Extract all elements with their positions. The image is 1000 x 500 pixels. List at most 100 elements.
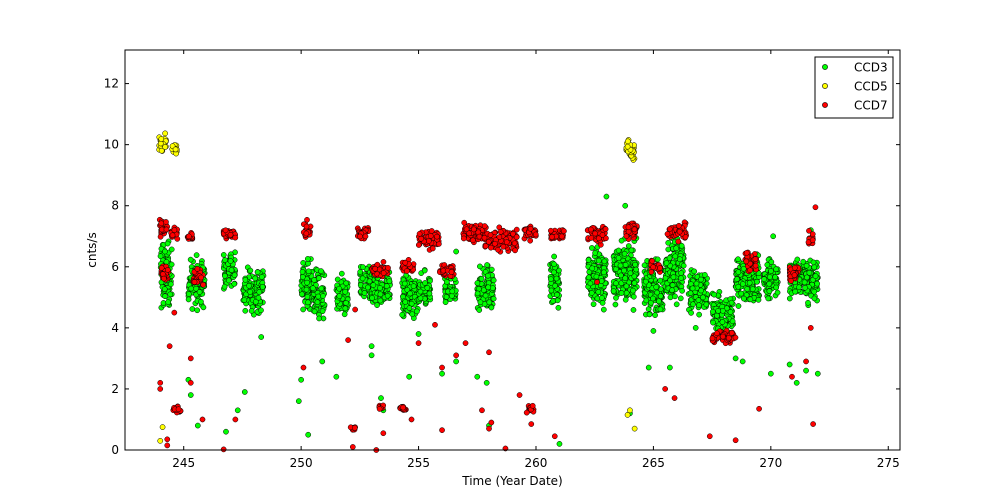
data-point-ccd7 — [513, 234, 520, 240]
data-point-ccd7 — [439, 427, 445, 433]
data-point-ccd3 — [669, 287, 675, 294]
data-point-ccd3 — [252, 275, 259, 282]
data-point-ccd7 — [587, 226, 594, 233]
data-point-ccd3 — [160, 300, 167, 306]
data-point-ccd3 — [248, 308, 255, 314]
data-point-ccd3 — [631, 273, 638, 280]
data-point-ccd3 — [774, 289, 781, 296]
data-point-ccd3 — [552, 282, 558, 289]
data-point-ccd7 — [357, 233, 363, 240]
data-point-ccd3 — [709, 308, 716, 315]
data-point-ccd3 — [334, 276, 341, 283]
x-tick-label: 245 — [172, 456, 195, 470]
data-point-ccd3 — [630, 307, 637, 313]
data-point-ccd3 — [488, 304, 495, 311]
data-point-ccd3 — [319, 308, 326, 315]
y-tick-label: 10 — [104, 138, 119, 152]
data-point-ccd3 — [247, 267, 254, 274]
data-point-ccd3 — [590, 301, 597, 308]
data-point-ccd3 — [585, 257, 592, 263]
data-point-ccd3 — [443, 279, 450, 285]
data-point-ccd3 — [311, 308, 318, 315]
data-point-ccd3 — [622, 202, 629, 209]
series-ccd3 — [157, 193, 821, 447]
data-point-ccd7 — [528, 421, 535, 427]
data-point-ccd7 — [631, 226, 638, 233]
data-point-ccd3 — [610, 288, 617, 294]
data-point-ccd3 — [338, 270, 345, 277]
data-point-ccd3 — [370, 282, 377, 288]
data-point-ccd3 — [187, 392, 194, 398]
data-point-ccd7 — [303, 223, 310, 230]
data-point-ccd7 — [789, 373, 795, 380]
data-point-ccd3 — [732, 355, 739, 362]
data-point-ccd7 — [161, 275, 167, 282]
points-layer — [156, 130, 821, 453]
legend-label-ccd3: CCD3 — [854, 61, 888, 75]
data-point-ccd7 — [300, 364, 307, 371]
data-point-ccd3 — [383, 283, 390, 289]
data-point-ccd3 — [657, 277, 664, 284]
data-point-ccd3 — [474, 280, 481, 286]
data-point-ccd3 — [588, 290, 595, 296]
data-point-ccd3 — [259, 284, 266, 290]
data-point-ccd3 — [811, 264, 818, 271]
data-point-ccd7 — [158, 226, 165, 233]
data-point-ccd3 — [255, 294, 262, 301]
data-point-ccd3 — [300, 260, 307, 266]
y-tick-label: 8 — [111, 199, 119, 213]
data-point-ccd3 — [167, 291, 174, 298]
data-point-ccd7 — [588, 235, 595, 241]
data-point-ccd7 — [714, 330, 720, 337]
data-point-ccd3 — [729, 318, 736, 325]
data-point-ccd3 — [406, 305, 413, 311]
legend-label-ccd5: CCD5 — [854, 80, 888, 94]
data-point-ccd3 — [621, 250, 628, 257]
data-point-ccd3 — [369, 295, 375, 301]
data-point-ccd7 — [676, 228, 683, 235]
data-point-ccd3 — [677, 295, 684, 302]
data-point-ccd7 — [511, 240, 518, 247]
data-point-ccd3 — [765, 295, 772, 302]
data-point-ccd3 — [415, 331, 422, 337]
y-tick-label: 0 — [111, 443, 119, 457]
data-point-ccd7 — [453, 352, 459, 359]
y-axis-label: cnts/s — [85, 232, 99, 267]
data-point-ccd3 — [359, 275, 366, 282]
data-point-ccd3 — [401, 280, 408, 287]
data-point-ccd3 — [222, 257, 228, 263]
data-point-ccd3 — [304, 256, 311, 262]
data-point-ccd3 — [811, 295, 818, 302]
data-point-ccd7 — [227, 231, 234, 238]
data-point-ccd3 — [599, 300, 606, 306]
data-point-ccd7 — [532, 231, 539, 238]
data-point-ccd3 — [679, 287, 685, 294]
data-point-ccd3 — [770, 233, 777, 240]
data-point-ccd7 — [427, 233, 434, 239]
data-point-ccd3 — [377, 297, 384, 304]
data-point-ccd3 — [305, 299, 311, 306]
data-point-ccd5 — [624, 138, 631, 145]
data-point-ccd7 — [380, 430, 387, 437]
data-point-ccd3 — [360, 264, 366, 270]
data-point-ccd3 — [618, 290, 625, 296]
data-point-ccd7 — [488, 244, 494, 251]
data-point-ccd3 — [669, 282, 676, 289]
data-point-ccd3 — [185, 296, 192, 303]
data-point-ccd7 — [186, 233, 192, 240]
data-point-ccd3 — [188, 285, 195, 292]
data-point-ccd7 — [513, 226, 520, 233]
data-point-ccd3 — [550, 298, 556, 304]
data-point-ccd3 — [804, 274, 810, 281]
data-point-ccd7 — [649, 258, 656, 264]
data-point-ccd3 — [613, 295, 619, 301]
data-point-ccd3 — [488, 266, 495, 273]
data-point-ccd5 — [631, 425, 638, 432]
data-point-ccd3 — [738, 290, 745, 297]
data-point-ccd3 — [551, 269, 557, 276]
data-point-ccd7 — [488, 419, 495, 426]
data-point-ccd3 — [592, 250, 598, 256]
data-point-ccd3 — [305, 431, 312, 438]
data-point-ccd3 — [366, 278, 373, 285]
